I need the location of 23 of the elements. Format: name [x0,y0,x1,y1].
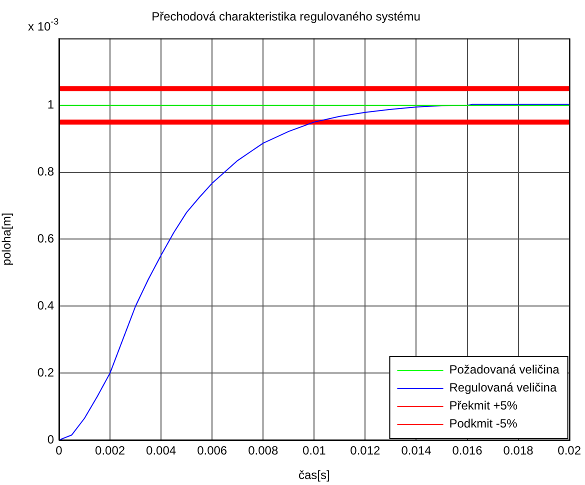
legend-label: Regulovaná veličina [449,380,557,394]
x-tick-label: 0.01 [302,444,326,458]
x-tick-label: 0.008 [248,444,278,458]
y-tick-label: 0 [47,432,54,446]
legend-label: Překmit +5% [449,398,518,412]
y-tick-label: 0.8 [37,164,54,179]
chart-title: Přechodová charakteristika regulovaného systému [152,10,420,24]
x-tick-label: 0.016 [452,444,483,458]
y-tick-label: 0.2 [37,365,54,380]
x-tick-label: 0.012 [350,444,381,458]
x-tick-label: 0.018 [503,444,534,458]
x-tick-label: 0.004 [146,444,176,458]
y-tick-label: 1 [47,98,54,112]
legend-label: Podkmit -5% [449,416,518,430]
x-axis-title: čas[s] [298,468,330,482]
x-tick-label: 0.02 [558,444,582,458]
x-tick-label: 0.006 [197,444,228,458]
x-tick-label: 0.014 [401,444,432,458]
y-tick-label: 0.4 [37,298,54,312]
legend-label: Požadovaná veličina [449,362,560,376]
y-tick-label: 0.6 [37,232,54,246]
x-tick-label: 0.002 [95,444,126,458]
y-axis-title: poloha[m] [0,212,14,266]
